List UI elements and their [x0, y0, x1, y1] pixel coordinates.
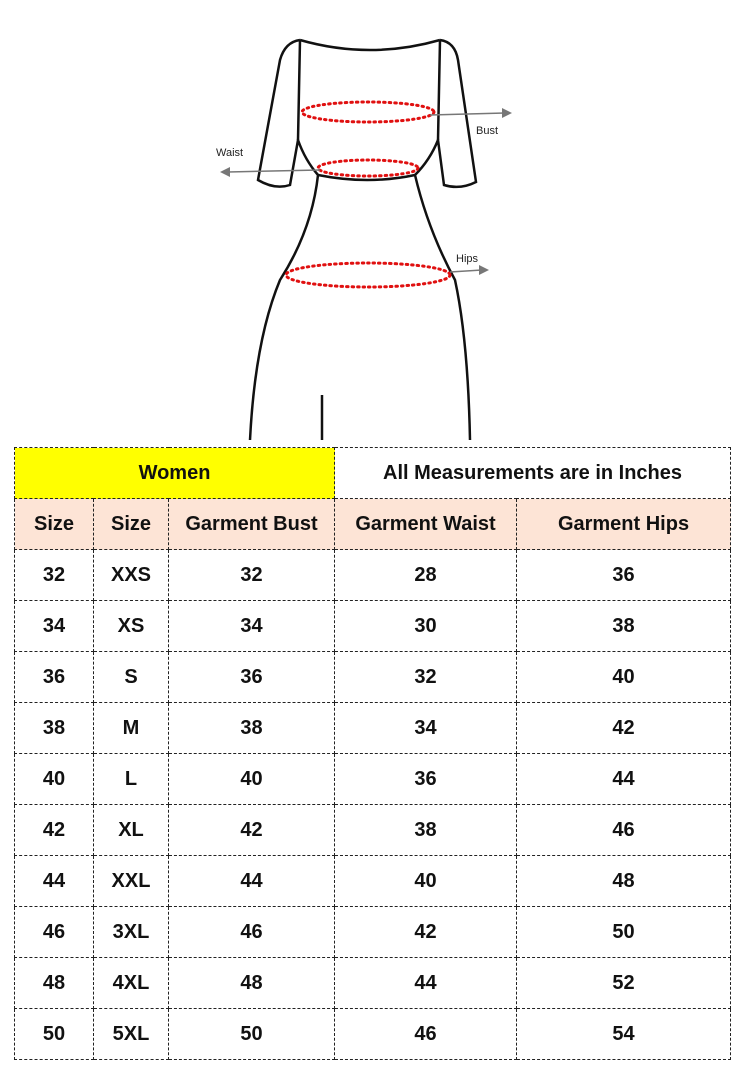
- data-cell: 38: [14, 702, 94, 754]
- data-cell: 40: [516, 651, 732, 703]
- measure-lines: [284, 100, 452, 289]
- data-cell: 46: [167, 906, 336, 958]
- arrows: [220, 108, 512, 275]
- data-cell: 4XL: [93, 957, 169, 1009]
- size-table: Women All Measurements are in Inches Siz…: [13, 447, 732, 1060]
- data-cell: 50: [14, 1008, 94, 1060]
- data-cell: 5XL: [93, 1008, 169, 1060]
- data-cell: 38: [334, 804, 518, 856]
- data-cell: 44: [334, 957, 518, 1009]
- data-row: 50 5XL 50 46 54: [14, 1008, 732, 1060]
- header-cell: Garment Waist: [334, 498, 518, 550]
- data-cell: 50: [516, 906, 732, 958]
- data-cell: 42: [334, 906, 518, 958]
- data-cell: S: [93, 651, 169, 703]
- data-cell: XXS: [93, 549, 169, 601]
- hips-label: Hips: [456, 253, 479, 265]
- header-row: Size Size Garment Bust Garment Waist Garment…: [14, 498, 732, 550]
- data-cell: 52: [516, 957, 732, 1009]
- title-right: All Measurements are in Inches: [334, 447, 732, 499]
- data-cell: 32: [334, 651, 518, 703]
- data-row: 40 L 40 36 44: [14, 753, 732, 805]
- data-cell: 48: [516, 855, 732, 907]
- title-row: Women All Measurements are in Inches: [13, 447, 732, 499]
- data-cell: 50: [167, 1008, 336, 1060]
- data-cell: 42: [167, 804, 336, 856]
- title-left: Women: [13, 447, 336, 499]
- data-cell: 36: [516, 549, 732, 601]
- data-cell: 3XL: [93, 906, 169, 958]
- data-row: 38 M 38 34 42: [14, 702, 732, 754]
- data-cell: 34: [334, 702, 518, 754]
- data-row: 44 XXL 44 40 48: [14, 855, 732, 907]
- data-cell: 34: [167, 600, 336, 652]
- data-row: 36 S 36 32 40: [14, 651, 732, 703]
- data-cell: 40: [334, 855, 518, 907]
- data-cell: 46: [516, 804, 732, 856]
- data-cell: 38: [167, 702, 336, 754]
- dress-outline: [248, 38, 478, 441]
- data-cell: L: [93, 753, 169, 805]
- data-cell: 28: [334, 549, 518, 601]
- data-cell: XL: [93, 804, 169, 856]
- header-cell: Size: [93, 498, 169, 550]
- data-cell: 40: [167, 753, 336, 805]
- data-cell: 48: [167, 957, 336, 1009]
- data-cell: 38: [516, 600, 732, 652]
- data-cell: 46: [334, 1008, 518, 1060]
- data-cell: 44: [167, 855, 336, 907]
- data-cell: XS: [93, 600, 169, 652]
- waist-label: Waist: [216, 147, 243, 159]
- data-cell: 44: [14, 855, 94, 907]
- data-row: 32 XXS 32 28 36: [14, 549, 732, 601]
- data-cell: 54: [516, 1008, 732, 1060]
- data-cell: M: [93, 702, 169, 754]
- data-row: 34 XS 34 30 38: [14, 600, 732, 652]
- data-cell: 42: [14, 804, 94, 856]
- header-cell: Garment Bust: [167, 498, 336, 550]
- data-cell: 36: [14, 651, 94, 703]
- data-cell: 48: [14, 957, 94, 1009]
- data-cell: 32: [167, 549, 336, 601]
- data-cell: 40: [14, 753, 94, 805]
- data-cell: 32: [14, 549, 94, 601]
- header-cell: Garment Hips: [516, 498, 732, 550]
- data-cell: 34: [14, 600, 94, 652]
- dress-diagram: Bust Waist Hips: [216, 38, 512, 441]
- data-cell: 46: [14, 906, 94, 958]
- data-row: 46 3XL 46 42 50: [14, 906, 732, 958]
- bust-label: Bust: [476, 125, 498, 137]
- data-cell: 36: [167, 651, 336, 703]
- data-cell: XXL: [93, 855, 169, 907]
- data-row: 48 4XL 48 44 52: [14, 957, 732, 1009]
- data-row: 42 XL 42 38 46: [14, 804, 732, 856]
- data-cell: 42: [516, 702, 732, 754]
- data-cell: 36: [334, 753, 518, 805]
- header-cell: Size: [14, 498, 94, 550]
- data-cell: 30: [334, 600, 518, 652]
- data-cell: 44: [516, 753, 732, 805]
